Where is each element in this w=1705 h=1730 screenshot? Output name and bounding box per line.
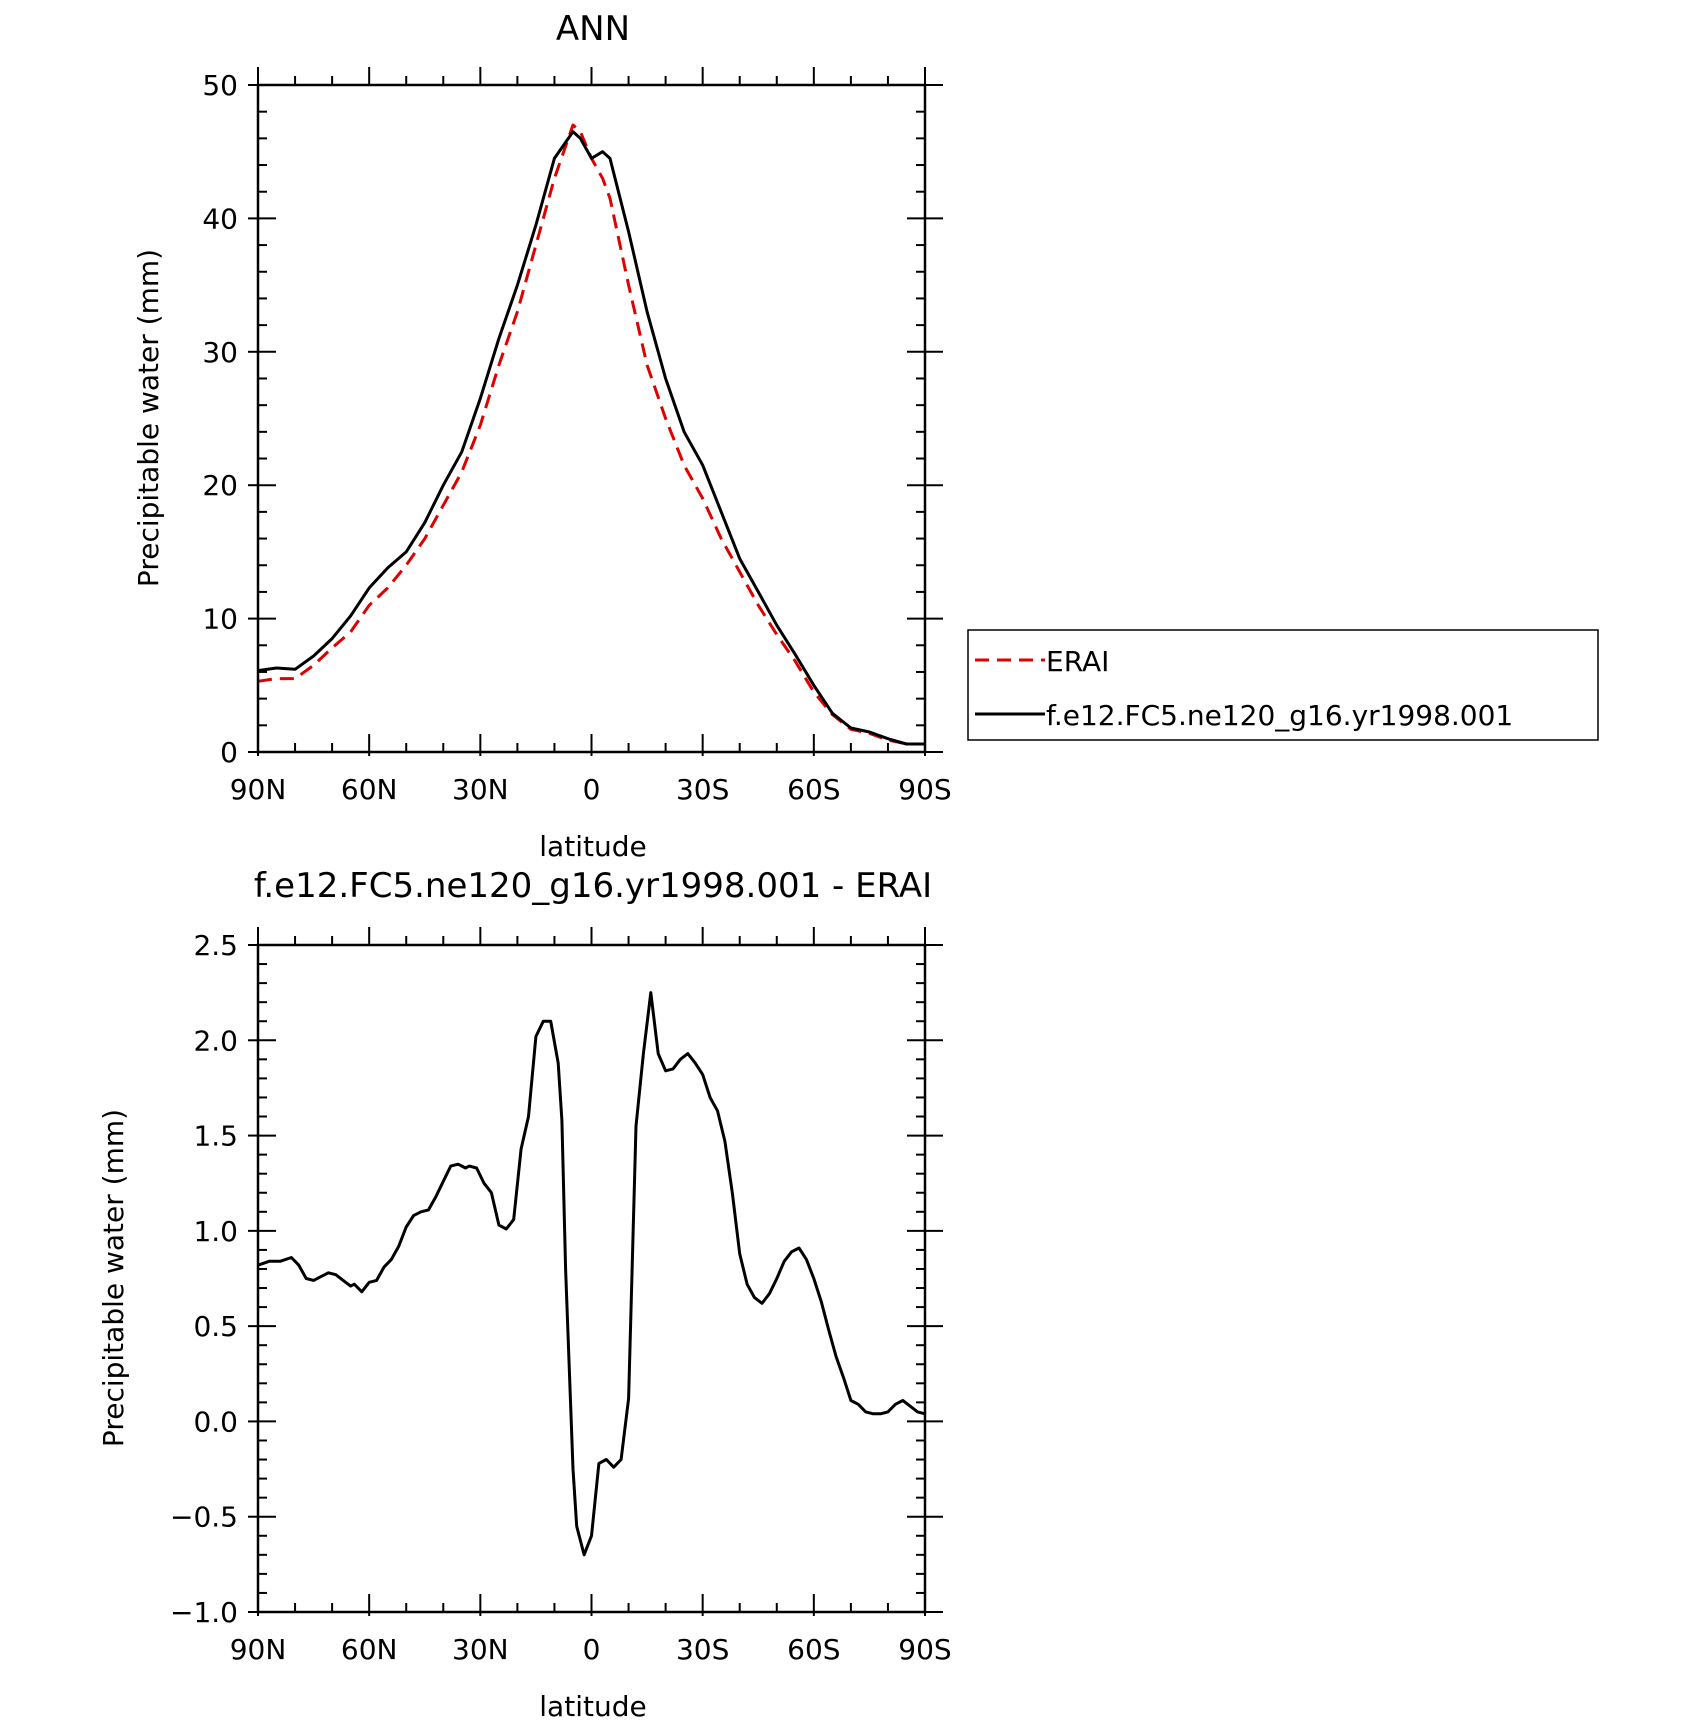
bottom-ticks <box>248 927 943 1616</box>
bottom-series-line-0 <box>257 991 926 1557</box>
bottom-x-tick-label: 90S <box>898 1633 951 1666</box>
bottom-y-tick-label: −0.5 <box>170 1501 238 1534</box>
top-ticks <box>248 67 943 756</box>
top-y-tick-label: 0 <box>220 736 238 769</box>
bottom-y-tick-labels: −1.0 −0.5 0.0 0.5 1.0 1.5 2.0 2.5 <box>170 929 238 1629</box>
top-series-line-1 <box>257 130 925 746</box>
top-x-tick-label: 30N <box>452 773 509 806</box>
bottom-y-tick-label: 0.5 <box>193 1310 238 1343</box>
top-y-tick-label: 20 <box>202 469 238 502</box>
top-y-tick-label: 40 <box>202 202 238 235</box>
top-x-tick-label: 30S <box>676 773 729 806</box>
legend-label-model: f.e12.FC5.ne120_g16.yr1998.001 <box>1046 699 1513 732</box>
top-series-group <box>257 123 925 746</box>
bottom-y-tick-label: 1.0 <box>193 1215 238 1248</box>
top-y-tick-label: 50 <box>202 69 238 102</box>
top-y-tick-label: 30 <box>202 336 238 369</box>
bottom-x-tick-label: 0 <box>583 1633 601 1666</box>
bottom-y-tick-label: 1.5 <box>193 1120 238 1153</box>
legend: ERAI f.e12.FC5.ne120_g16.yr1998.001 <box>967 629 1599 741</box>
legend-box <box>967 629 1599 741</box>
bottom-x-tick-labels: 90N 60N 30N 0 30S 60S 90S <box>230 1633 952 1666</box>
top-plot-frame <box>256 83 927 754</box>
bottom-x-axis-label: latitude <box>539 1690 646 1723</box>
bottom-x-tick-label: 30N <box>452 1633 509 1666</box>
top-x-tick-label: 0 <box>583 773 601 806</box>
bottom-plot-frame <box>256 943 927 1614</box>
top-x-tick-label: 60S <box>787 773 840 806</box>
panel-top: ANN 0 10 20 30 40 50 90N 60N 30N 0 30S 60S 90S lati… <box>132 9 1599 863</box>
top-x-tick-label: 60N <box>341 773 398 806</box>
bottom-y-tick-label: 2.0 <box>193 1024 238 1057</box>
top-x-tick-labels: 90N 60N 30N 0 30S 60S 90S <box>230 773 952 806</box>
legend-label-erai: ERAI <box>1046 645 1109 678</box>
bottom-x-tick-label: 60N <box>341 1633 398 1666</box>
bottom-y-tick-label: 0.0 <box>193 1405 238 1438</box>
bottom-y-axis-label: Precipitable water (mm) <box>97 1109 130 1447</box>
panel-bottom: f.e12.FC5.ne120_g16.yr1998.001 - ERAI −1… <box>97 866 952 1723</box>
top-series-line-0 <box>257 123 925 746</box>
bottom-chart-title: f.e12.FC5.ne120_g16.yr1998.001 - ERAI <box>254 866 932 906</box>
bottom-y-tick-label: −1.0 <box>170 1596 238 1629</box>
top-x-tick-label: 90N <box>230 773 287 806</box>
top-x-tick-label: 90S <box>898 773 951 806</box>
top-y-tick-label: 10 <box>202 603 238 636</box>
bottom-x-tick-label: 30S <box>676 1633 729 1666</box>
top-y-axis-label: Precipitable water (mm) <box>132 249 165 587</box>
bottom-series-group <box>257 991 926 1557</box>
bottom-y-tick-label: 2.5 <box>193 929 238 962</box>
top-x-axis-label: latitude <box>539 830 646 863</box>
top-chart-title: ANN <box>556 9 630 49</box>
bottom-x-tick-label: 90N <box>230 1633 287 1666</box>
top-y-tick-labels: 0 10 20 30 40 50 <box>202 69 238 769</box>
bottom-x-tick-label: 60S <box>787 1633 840 1666</box>
